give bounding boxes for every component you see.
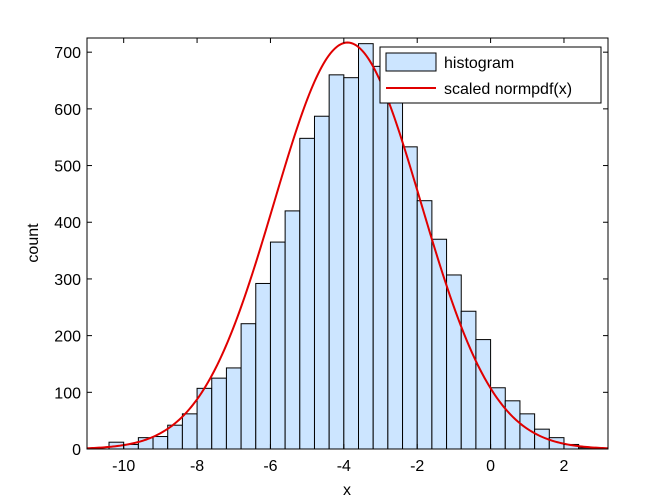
y-tick-label: 0 <box>72 442 81 459</box>
bar-13 <box>299 137 315 450</box>
y-tick-label: 100 <box>54 385 81 402</box>
bar-25 <box>475 339 492 450</box>
bar-12 <box>284 210 301 450</box>
legend-swatch-histogram <box>385 52 437 72</box>
bar-17 <box>358 43 374 450</box>
legend-label-histogram: histogram <box>444 55 514 72</box>
x-tick-label: -10 <box>112 458 135 475</box>
bar-16 <box>343 77 360 450</box>
bar-11 <box>269 241 286 450</box>
axis-ticks: -10 -8 -6 -4 -2 0 2 0 100 200 300 400 500 600 700 <box>54 38 608 475</box>
y-tick-label: 200 <box>54 329 81 346</box>
x-tick-label: 2 <box>560 458 569 475</box>
bar-7 <box>211 377 227 450</box>
normpdf-curve <box>86 41 609 450</box>
bar-8 <box>225 367 242 450</box>
x-tick-label: -8 <box>190 458 204 475</box>
bar-10 <box>255 282 271 450</box>
bar-15 <box>328 74 345 450</box>
legend: histogram scaled normpdf(x) <box>379 46 602 104</box>
y-tick-label: 300 <box>54 272 81 289</box>
plot-frame <box>86 37 609 450</box>
x-tick-label: -4 <box>337 458 351 475</box>
y-tick-label: 600 <box>54 102 81 119</box>
y-tick-label: 500 <box>54 159 81 176</box>
y-tick-label: 700 <box>54 45 81 62</box>
bar-5 <box>181 413 198 450</box>
bar-9 <box>240 323 257 450</box>
bar-23 <box>446 274 462 450</box>
legend-label-curve: scaled normpdf(x) <box>444 81 572 98</box>
bar-4 <box>167 424 183 450</box>
x-tick-label: -2 <box>410 458 424 475</box>
bar-27 <box>504 400 521 450</box>
y-tick-label: 400 <box>54 215 81 232</box>
x-tick-label: -6 <box>263 458 277 475</box>
bar-22 <box>431 238 448 450</box>
bar-20 <box>402 146 418 450</box>
bar-21 <box>416 200 433 450</box>
y-axis-label: count <box>25 223 42 263</box>
bar-14 <box>313 115 330 450</box>
bar-26 <box>490 387 506 450</box>
bar-3 <box>152 436 169 450</box>
bar-18 <box>372 65 389 450</box>
x-tick-label: 0 <box>486 458 495 475</box>
x-axis-label: x <box>343 482 351 499</box>
